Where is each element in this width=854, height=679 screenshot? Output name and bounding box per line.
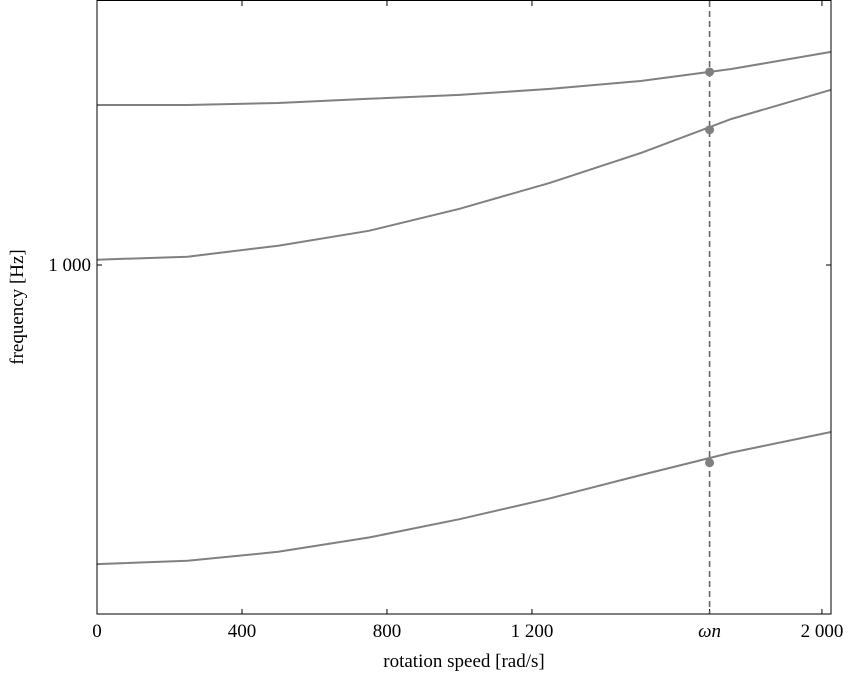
x-tick-label: 0 xyxy=(92,621,102,642)
y-tick-label: 1 000 xyxy=(48,255,91,276)
highlight-point xyxy=(705,125,715,135)
plot-frame xyxy=(96,0,832,615)
x-tick-label: 800 xyxy=(373,621,402,642)
x-tick-label: 400 xyxy=(228,621,257,642)
x-axis-label: rotation speed [rad/s] xyxy=(383,651,544,672)
y-axis-label: frequency [Hz] xyxy=(7,249,28,365)
highlight-point xyxy=(705,458,715,468)
series-line xyxy=(96,431,832,566)
x-tick-label: ωn xyxy=(698,621,721,642)
series-line xyxy=(96,88,832,261)
highlight-point xyxy=(705,67,715,77)
series-line xyxy=(97,50,832,106)
x-tick-label: 2 000 xyxy=(801,621,844,642)
x-tick-label: 1 200 xyxy=(511,621,554,642)
